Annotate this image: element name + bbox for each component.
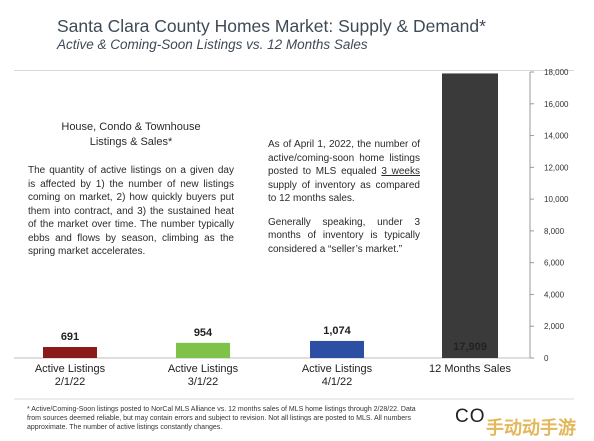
bar-4	[442, 73, 498, 358]
category-label: Active Listings	[168, 363, 239, 375]
category-label: Active Listings	[35, 363, 106, 375]
bar-value-label: 691	[61, 331, 79, 343]
bar-value-label: 954	[194, 327, 213, 339]
bar-value-label: 17,909	[453, 341, 487, 353]
chart-title: Santa Clara County Homes Market: Supply …	[57, 16, 486, 36]
right-annotation-p1-b: supply of inventory as compared to 12 mo…	[268, 179, 420, 205]
right-annotation-p1: As of April 1, 2022, the number of activ…	[268, 138, 420, 206]
right-annotation-p1-a: As of April 1, 2022, the number of activ…	[268, 139, 420, 177]
bar-value-label: 1,074	[323, 325, 351, 337]
right-annotation-p2: Generally speaking, under 3 months of in…	[268, 216, 420, 255]
category-label: 4/1/22	[322, 376, 353, 388]
bar-2	[176, 342, 230, 358]
bar-1	[43, 347, 97, 358]
footnote: * Active/Coming-Soon listings posted to …	[27, 406, 416, 431]
chart-subtitle: Active & Coming-Soon Listings vs. 12 Mon…	[57, 37, 368, 52]
y-tick-label: 6,000	[544, 259, 565, 268]
category-label: Active Listings	[302, 363, 373, 375]
right-annotation: As of April 1, 2022, the number of activ…	[268, 138, 420, 266]
y-tick-label: 16,000	[544, 100, 569, 109]
category-label: 3/1/22	[188, 376, 219, 388]
left-annotation-body: The quantity of active listings on a giv…	[28, 165, 234, 257]
y-tick-label: 14,000	[544, 132, 569, 141]
y-tick-label: 8,000	[544, 227, 565, 236]
watermark: 手动动手游	[486, 418, 576, 439]
y-tick-label: 0	[544, 354, 549, 363]
bar-3	[310, 340, 364, 358]
y-tick-label: 18,000	[544, 68, 569, 77]
left-annotation: House, Condo & Townhouse Listings & Sale…	[28, 120, 234, 259]
header-divider	[14, 70, 574, 71]
right-annotation-p1-underlined: 3 weeks	[381, 166, 420, 177]
category-label: 12 Months Sales	[429, 363, 511, 375]
y-tick-label: 4,000	[544, 290, 565, 299]
y-tick-label: 2,000	[544, 322, 565, 331]
category-label: 2/1/22	[55, 376, 86, 388]
left-annotation-heading: House, Condo & Townhouse Listings & Sale…	[61, 121, 201, 148]
y-tick-label: 12,000	[544, 163, 569, 172]
brand-logo: CO	[455, 406, 486, 427]
y-tick-label: 10,000	[544, 195, 569, 204]
